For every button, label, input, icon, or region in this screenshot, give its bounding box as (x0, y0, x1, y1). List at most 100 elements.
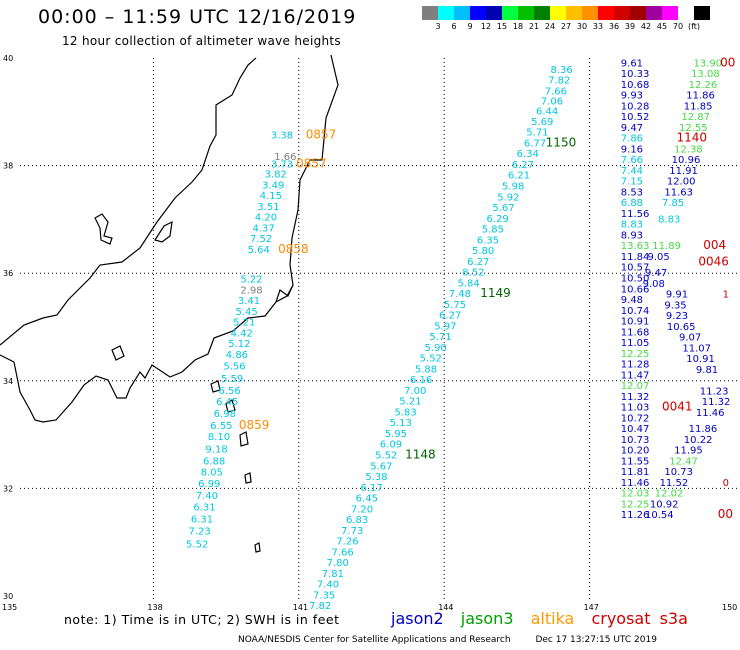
swh-value-label: 9.47 (645, 268, 667, 279)
colorbar-swatch (550, 6, 566, 20)
lat-lon-grid (20, 58, 740, 600)
swh-value-label: 5.52 (375, 451, 397, 462)
lon-tick-label: 138 (147, 603, 162, 610)
swh-value-label: 6.83 (346, 515, 368, 526)
swh-value-label: 10.72 (621, 413, 650, 424)
swh-value-label: 9.47 (621, 123, 643, 134)
swh-value-label: 7.73 (341, 526, 363, 537)
colorbar-swatch (470, 6, 486, 20)
swh-value-label: 12.87 (681, 112, 710, 123)
colorbar-swatch (534, 6, 550, 20)
swh-value-label: 5.38 (365, 472, 387, 483)
swh-value-label: 10.52 (621, 112, 650, 123)
swh-value-label: 11.47 (621, 370, 650, 381)
footer-timestamp: Dec 17 13:27:15 UTC 2019 (535, 635, 657, 645)
colorbar-label: 12 (480, 22, 492, 31)
swh-value-label: 9.18 (205, 445, 227, 456)
colorbar-label: 45 (656, 22, 668, 31)
swh-value-label: 12.00 (667, 177, 696, 188)
satellite-legend: jason2 jason3 altika cryosat s3a (391, 609, 700, 628)
swh-value-label: 7.66 (331, 547, 353, 558)
colorbar (422, 6, 710, 20)
swh-value-label: 11.05 (621, 338, 650, 349)
swh-value-label: 10.92 (650, 499, 679, 510)
colorbar-label: 42 (640, 22, 652, 31)
swh-value-label: 7.44 (621, 166, 643, 177)
pass-time-label: 0859 (239, 418, 270, 432)
lat-tick-label: 36 (3, 269, 13, 278)
pass-time-label: 0041 (662, 400, 693, 414)
colorbar-label: 39 (624, 22, 636, 31)
colorbar-swatch (422, 6, 438, 20)
swh-value-label: 6.77 (524, 138, 546, 149)
swh-value-label: 9.07 (679, 333, 701, 344)
swh-value-label: 5.71 (429, 332, 451, 343)
pass-time-label: 004 (703, 238, 726, 252)
swh-value-label: 5.13 (390, 418, 412, 429)
swh-value-label: 6.34 (517, 149, 539, 160)
swh-value-label: 11.81 (621, 467, 650, 478)
swh-value-label: 11.86 (689, 424, 718, 435)
legend-jason2: jason2 (391, 609, 444, 628)
swh-value-label: 5.21 (233, 318, 255, 329)
colorbar-label: 70 (672, 22, 684, 31)
swh-value-label: 11.84 (621, 252, 650, 263)
colorbar-swatch (454, 6, 470, 20)
honshu-coast (0, 54, 339, 423)
swh-value-label: 5.69 (531, 117, 553, 128)
swh-value-label: 10.96 (672, 155, 701, 166)
lon-tick-label: 135 (2, 603, 17, 610)
swh-value-label: 3.49 (262, 180, 284, 191)
swh-value-label: 2.98 (240, 285, 262, 296)
swh-value-label: 6.45 (216, 397, 238, 408)
swh-value-label: 5.95 (385, 429, 407, 440)
japan-coastline (0, 54, 339, 553)
swh-value-label: 13.08 (691, 69, 720, 80)
swh-value-label: 5.22 (240, 275, 262, 286)
swh-value-label: 9.08 (643, 279, 665, 290)
swh-value-label: 12.26 (689, 80, 718, 91)
swh-value-label: 10.50 (621, 274, 650, 285)
legend-jason3: jason3 (460, 609, 514, 628)
swh-value-label: 10.73 (664, 467, 693, 478)
swh-value-label: 4.42 (231, 328, 253, 339)
swh-value-label: 11.52 (660, 478, 689, 489)
swh-value-label: 3.38 (271, 130, 293, 141)
colorbar-swatch (438, 6, 454, 20)
colorbar-label: 24 (544, 22, 556, 31)
pass-time-label: 1140 (677, 131, 708, 145)
swh-value-label: 3.51 (257, 202, 279, 213)
swh-value-label: 12.38 (674, 144, 703, 155)
swh-value-label: 5.56 (223, 362, 245, 373)
units-note: note: 1) Time is in UTC; 2) SWH is in fe… (64, 612, 340, 627)
swh-value-label: 11.26 (621, 510, 650, 521)
pass-time-label: 1148 (405, 448, 436, 462)
legend-cryosat: cryosat (591, 609, 651, 628)
colorbar-swatch (614, 6, 630, 20)
swh-value-label: 10.68 (621, 80, 650, 91)
sado-island (94, 213, 113, 245)
swh-value-label: 9.48 (621, 295, 643, 306)
swh-value-label: 4.37 (252, 223, 274, 234)
oshima (210, 380, 221, 393)
swh-value-label: 10.65 (667, 322, 696, 333)
swh-value-label: 5.83 (394, 407, 416, 418)
swh-value-label: 6.27 (467, 257, 489, 268)
colorbar-swatch (678, 6, 694, 20)
swh-value-label: 6.27 (439, 311, 461, 322)
swh-value-label: 6.44 (536, 107, 558, 118)
swh-value-label: 11.07 (682, 343, 711, 354)
swh-value-label: 3.82 (265, 170, 287, 181)
swh-value-label: 10.54 (645, 510, 674, 521)
swh-value-label: 10.91 (686, 354, 715, 365)
swh-value-label: 5.75 (444, 300, 466, 311)
colorbar-label: 36 (608, 22, 620, 31)
pass-time-label: 00 (720, 55, 735, 69)
swh-value-label: 6.31 (193, 503, 215, 514)
swh-value-label: 6.56 (219, 386, 241, 397)
colorbar-label: 18 (512, 22, 524, 31)
colorbar-label: 15 (496, 22, 508, 31)
swh-value-label: 12.25 (621, 349, 650, 360)
swh-value-label: 11.32 (621, 392, 650, 403)
colorbar-label: 9 (467, 22, 473, 31)
